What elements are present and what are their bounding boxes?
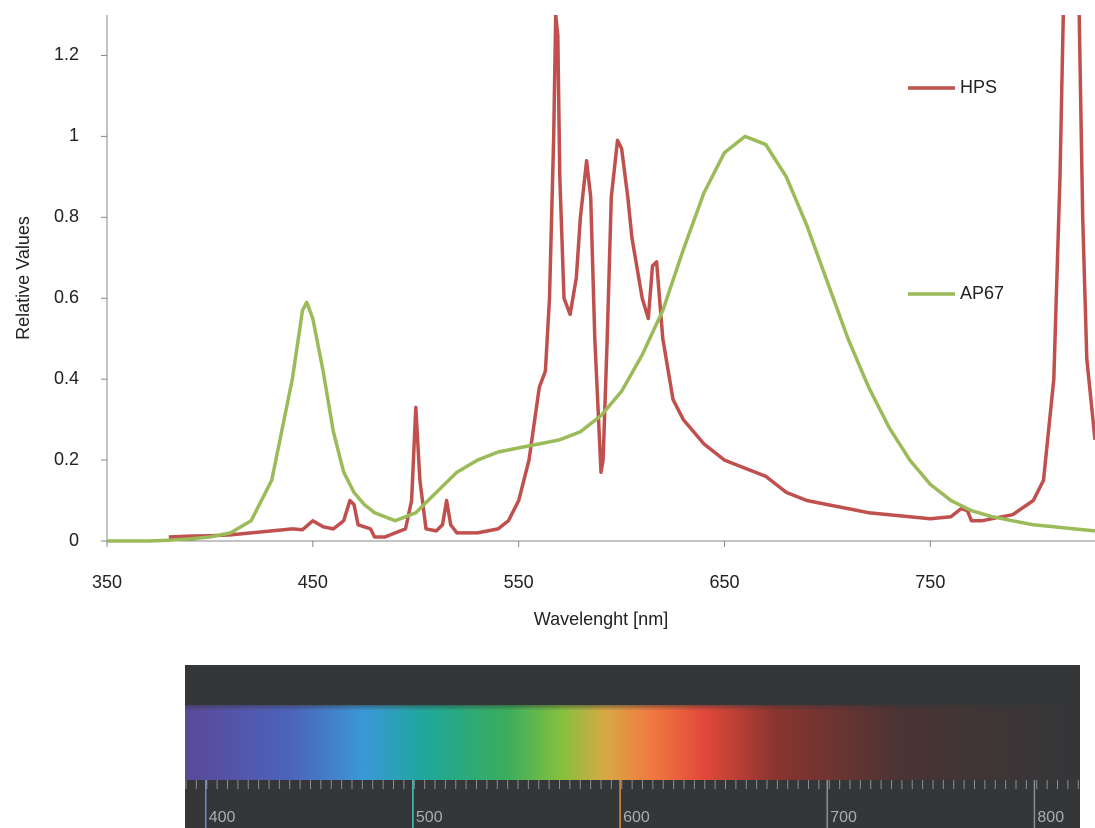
spectrum-tick-label: 800	[1037, 809, 1064, 826]
plot-area	[107, 15, 1095, 543]
spectrum-tick-label: 400	[209, 809, 236, 826]
legend-label: HPS	[960, 77, 997, 97]
y-tick-label: 0.4	[54, 368, 79, 388]
spectrum-fade	[185, 700, 1080, 730]
x-tick-label: 750	[915, 572, 945, 592]
y-tick-label: 0.8	[54, 206, 79, 226]
y-tick-label: 0	[69, 530, 79, 550]
x-tick-label: 450	[298, 572, 328, 592]
y-tick-label: 0.6	[54, 287, 79, 307]
y-tick-label: 1	[69, 125, 79, 145]
spectrum-tick-label: 700	[830, 809, 857, 826]
x-tick-label: 350	[92, 572, 122, 592]
x-axis-title: Wavelenght [nm]	[534, 609, 668, 629]
x-tick-label: 650	[709, 572, 739, 592]
legend-label: AP67	[960, 283, 1004, 303]
y-axis-title: Relative Values	[13, 216, 33, 340]
line-series	[107, 134, 1095, 543]
y-tick-label: 1.2	[54, 44, 79, 64]
spectrum-tick-label: 500	[416, 809, 443, 826]
spectrum-tick-label: 600	[623, 809, 650, 826]
spectrum-ruler	[185, 780, 1080, 790]
line-series	[168, 15, 1095, 539]
x-tick-label: 550	[504, 572, 534, 592]
y-tick-label: 0.2	[54, 449, 79, 469]
